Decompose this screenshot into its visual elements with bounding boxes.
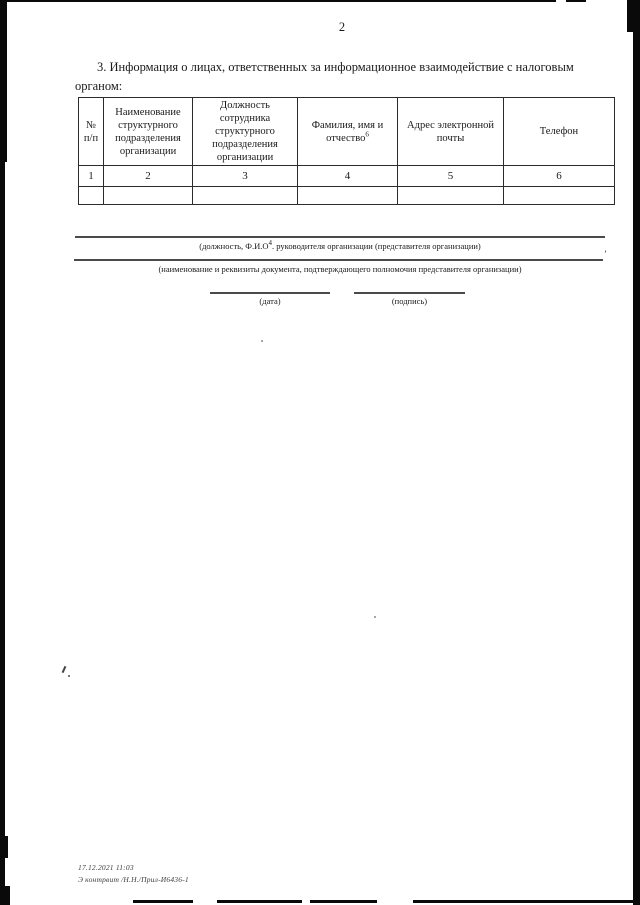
scan-speck (374, 616, 376, 618)
empty-cell (503, 186, 615, 205)
header-cell-phone: Телефон (503, 97, 615, 166)
scan-left-band-top (0, 0, 7, 162)
scan-right-band (633, 0, 640, 905)
scan-bottom-line-4 (413, 900, 640, 903)
column-number-cell: 6 (503, 165, 615, 187)
signature-rule-1 (75, 236, 605, 238)
empty-cell (397, 186, 504, 205)
empty-cell (103, 186, 193, 205)
caption1-prefix: (должность, Ф.И.О (199, 241, 269, 251)
header-cell-number: № п/п (78, 97, 104, 166)
page-number: 2 (338, 20, 346, 34)
column-number-cell: 1 (78, 165, 104, 187)
table-header-row: № п/п Наименование структурного подразде… (78, 97, 615, 166)
header-cell-email: Адрес электронной почты (397, 97, 504, 166)
footer-timestamp: 17.12.2021 11:03 (78, 863, 134, 872)
column-number-cell: 2 (103, 165, 193, 187)
column-number-row: 1 2 3 4 5 6 (78, 165, 615, 187)
date-label: (дата) (259, 296, 281, 306)
signature-label: (подпись) (391, 296, 428, 306)
caption1-suffix: . руководителя организации (представител… (272, 241, 481, 251)
empty-cell (78, 186, 104, 205)
section-heading: 3. Информация о лицах, ответственных за … (75, 60, 574, 93)
scan-bottom-line-3 (310, 900, 377, 903)
stray-mark: ’ (604, 249, 607, 259)
column-number-cell: 5 (397, 165, 504, 187)
scan-top-line-1 (0, 0, 556, 2)
empty-cell (192, 186, 298, 205)
scan-left-corner (0, 886, 10, 905)
empty-data-row (78, 186, 615, 205)
scan-left-band (0, 160, 5, 905)
signature-caption-1: (должность, Ф.И.О4. руководителя организ… (75, 239, 605, 251)
date-rule (210, 292, 330, 294)
footnote-marker-4: 4 (268, 239, 273, 248)
signature-caption-2: (наименование и реквизиты документа, под… (158, 264, 522, 274)
signature-rule-2 (74, 259, 603, 261)
scan-speck (261, 340, 263, 342)
scan-bottom-line-2 (217, 900, 302, 903)
header-cell-position: Должность сотрудника структурного подраз… (192, 97, 298, 166)
scan-bottom-line-1 (133, 900, 193, 903)
scan-speck (68, 675, 70, 677)
scan-right-wedge (627, 0, 633, 32)
header-cell-department: Наименование структурного подразделения … (103, 97, 193, 166)
header-fullname-text: Фамилия, имя и отчество (311, 119, 384, 144)
column-number-cell: 4 (297, 165, 398, 187)
column-number-cell: 3 (192, 165, 298, 187)
signature-line-rule (354, 292, 465, 294)
empty-cell (297, 186, 398, 205)
responsible-persons-table: № п/п Наименование структурного подразде… (78, 97, 615, 205)
scan-speck (61, 665, 67, 674)
scan-left-blob (0, 836, 8, 858)
header-cell-fullname: Фамилия, имя и отчество6 (297, 97, 398, 166)
scan-top-line-2 (566, 0, 586, 2)
footnote-marker-6: 6 (365, 130, 369, 138)
footer-stamp-note: Э контрвит /Н.Н./Прил-И6436-1 (78, 875, 189, 884)
